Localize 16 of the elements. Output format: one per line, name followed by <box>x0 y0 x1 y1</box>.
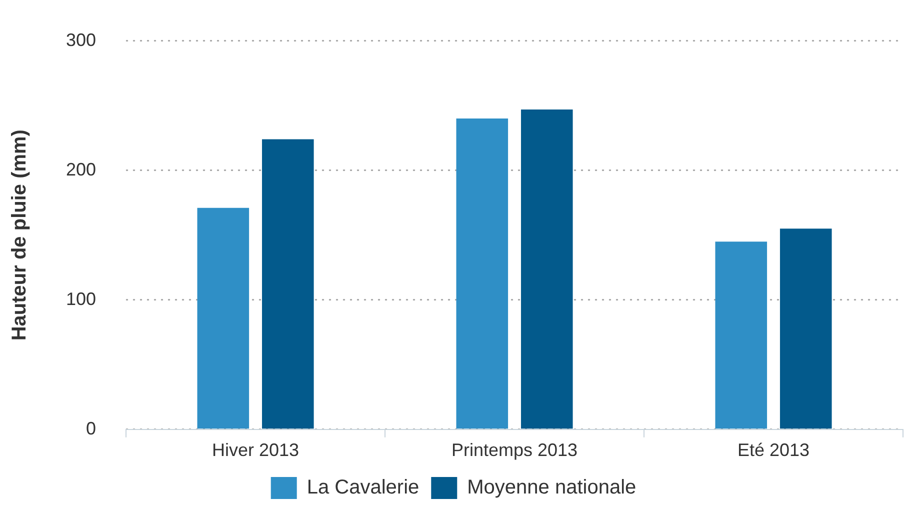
bar <box>456 118 508 429</box>
x-tick-label: Printemps 2013 <box>451 440 578 460</box>
y-axis-title: Hauteur de pluie (mm) <box>8 130 31 341</box>
y-tick-label: 100 <box>66 288 96 309</box>
legend-label: La Cavalerie <box>306 476 420 499</box>
y-tick-label: 0 <box>86 418 96 438</box>
x-tick-label: Hiver 2013 <box>212 440 300 460</box>
y-tick-label: 200 <box>66 159 96 180</box>
bar <box>780 228 832 429</box>
bar <box>262 139 314 429</box>
bar <box>715 242 768 429</box>
bar <box>197 208 250 429</box>
x-tick-label: Eté 2013 <box>737 440 810 460</box>
legend-label: Moyenne nationale <box>467 476 636 499</box>
y-tick-label: 300 <box>66 30 96 50</box>
bar <box>520 109 573 429</box>
